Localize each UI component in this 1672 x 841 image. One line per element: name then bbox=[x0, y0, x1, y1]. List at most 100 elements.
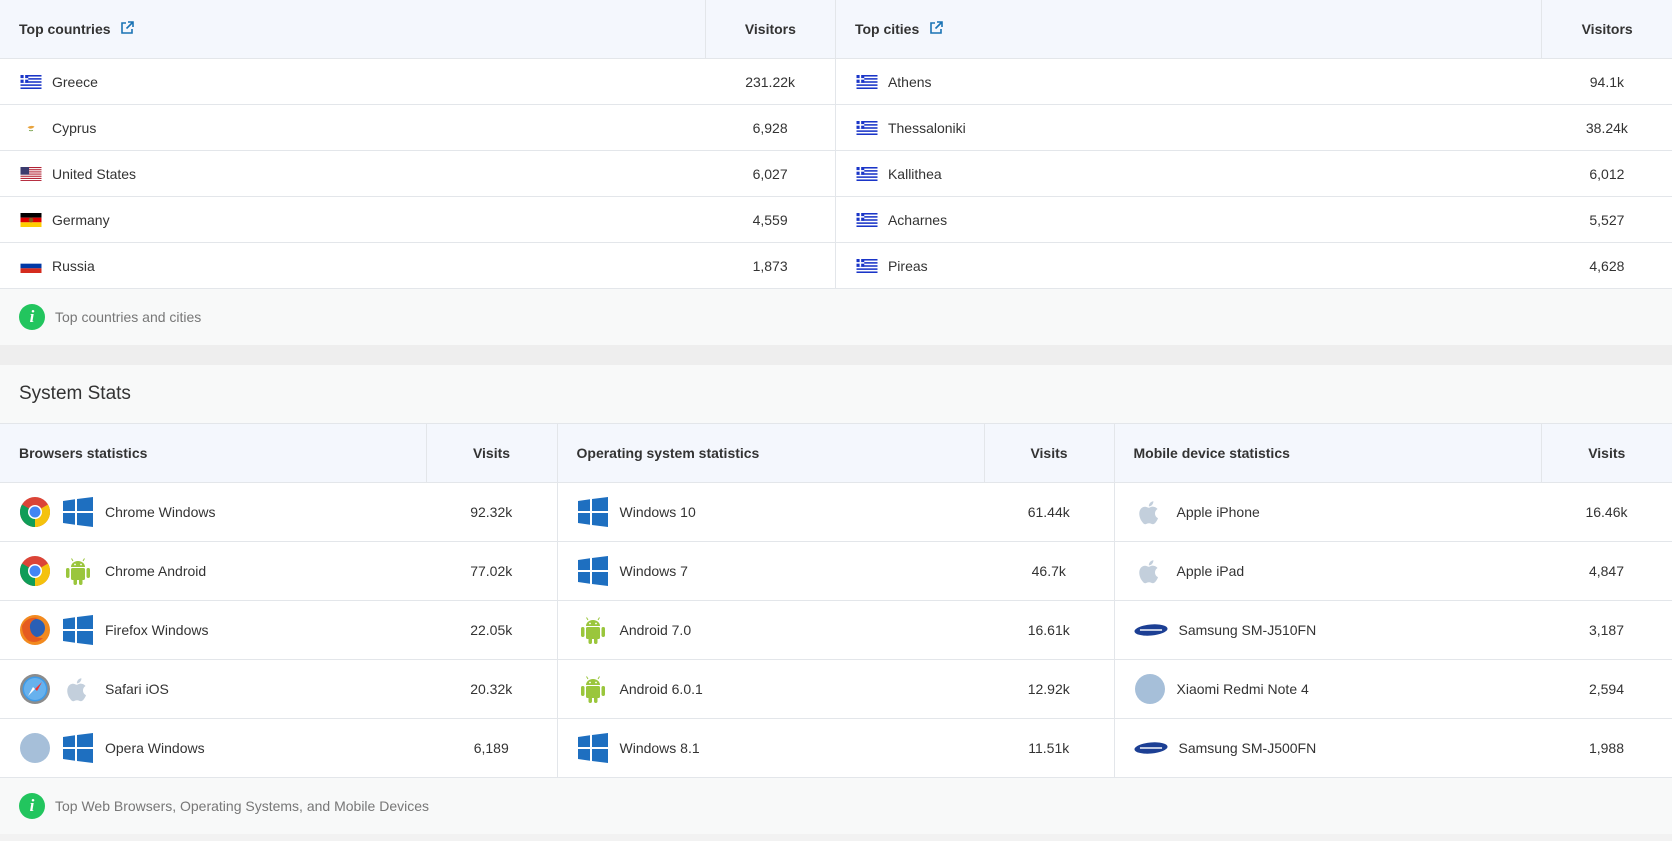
os-visits: 16.61k bbox=[984, 600, 1114, 660]
os-name: Windows 10 bbox=[619, 504, 696, 520]
devices-visits-header: Visits bbox=[1540, 424, 1672, 483]
browser-cell: Chrome Windows bbox=[0, 482, 426, 542]
android-icon bbox=[577, 614, 609, 646]
device-cell: Samsung SM-J500FN bbox=[1113, 718, 1541, 778]
table-row: Russia 1,873 Pireas 4,628 bbox=[0, 242, 1672, 289]
samsung-logo-icon bbox=[1133, 624, 1168, 636]
table-row: Greece 231.22k Athens 94.1k bbox=[0, 58, 1672, 105]
device-visits: 3,187 bbox=[1541, 600, 1672, 660]
geo-info-bar: i Top countries and cities bbox=[0, 289, 1672, 345]
geo-panel: Top countries Visitors Top cities Visito… bbox=[0, 0, 1672, 345]
windows-icon bbox=[62, 614, 94, 646]
device-visits: 4,847 bbox=[1541, 541, 1672, 601]
device-visits: 1,988 bbox=[1541, 718, 1672, 778]
windows-icon bbox=[577, 555, 609, 587]
system-stats-panel: System Stats Browsers statistics Visits … bbox=[0, 365, 1672, 834]
city-cell: Thessaloniki bbox=[834, 104, 1542, 151]
usa-flag-icon bbox=[20, 166, 42, 181]
table-row: Firefox Windows 22.05k Android 7.0 16.61… bbox=[0, 600, 1672, 660]
table-row: Germany 4,559 Acharnes 5,527 bbox=[0, 196, 1672, 243]
apple-icon bbox=[62, 673, 94, 705]
section-title: System Stats bbox=[0, 365, 1672, 424]
device-name: Samsung SM-J500FN bbox=[1178, 740, 1317, 756]
windows-icon bbox=[577, 732, 609, 764]
city-visitors: 6,012 bbox=[1541, 150, 1672, 197]
android-icon bbox=[62, 555, 94, 587]
greece-flag-icon bbox=[855, 121, 879, 135]
info-icon: i bbox=[19, 304, 45, 330]
browsers-visits-header: Visits bbox=[425, 424, 557, 483]
external-link-icon[interactable] bbox=[120, 21, 135, 35]
city-cell: Pireas bbox=[834, 242, 1542, 289]
cyprus-flag-icon bbox=[20, 120, 42, 135]
country-name: Cyprus bbox=[52, 119, 97, 136]
city-name: Thessaloniki bbox=[887, 119, 966, 136]
country-visitors: 231.22k bbox=[705, 58, 836, 105]
chrome-icon bbox=[19, 496, 51, 528]
country-visitors: 6,928 bbox=[705, 104, 836, 151]
windows-icon bbox=[62, 496, 94, 528]
samsung-logo-icon bbox=[1133, 742, 1168, 754]
russia-flag-icon bbox=[20, 258, 42, 273]
country-visitors: 4,559 bbox=[705, 196, 836, 243]
browser-visits: 77.02k bbox=[426, 541, 557, 601]
windows-icon bbox=[62, 732, 94, 764]
country-visitors: 6,027 bbox=[705, 150, 836, 197]
country-name: Russia bbox=[52, 257, 95, 274]
external-link-icon[interactable] bbox=[929, 21, 943, 35]
device-cell: Apple iPad bbox=[1113, 541, 1541, 601]
country-name: Germany bbox=[52, 211, 110, 228]
device-name: Apple iPhone bbox=[1176, 504, 1260, 520]
browsers-header: Browsers statistics bbox=[0, 424, 426, 483]
browser-name: Chrome Android bbox=[105, 563, 207, 579]
os-header: Operating system statistics bbox=[556, 424, 984, 483]
os-name: Android 7.0 bbox=[619, 622, 692, 638]
browser-visits: 20.32k bbox=[426, 659, 557, 719]
greece-flag-icon bbox=[855, 213, 879, 227]
placeholder-circle-icon bbox=[20, 733, 50, 763]
apple-icon bbox=[1134, 555, 1166, 587]
country-visitors: 1,873 bbox=[705, 242, 836, 289]
device-visits: 16.46k bbox=[1541, 482, 1672, 542]
country-cell: Germany bbox=[0, 196, 706, 243]
browser-visits: 92.32k bbox=[426, 482, 557, 542]
greece-flag-icon bbox=[855, 259, 879, 273]
country-name: United States bbox=[52, 165, 137, 182]
city-visitors: 94.1k bbox=[1541, 58, 1672, 105]
city-cell: Athens bbox=[834, 58, 1542, 105]
country-cell: Greece bbox=[0, 58, 706, 105]
country-name: Greece bbox=[52, 73, 98, 90]
city-cell: Kallithea bbox=[834, 150, 1542, 197]
table-row: United States 6,027 Kallithea 6,012 bbox=[0, 150, 1672, 197]
browser-name: Firefox Windows bbox=[105, 622, 209, 638]
city-name: Acharnes bbox=[887, 211, 948, 228]
os-cell: Android 7.0 bbox=[556, 600, 984, 660]
os-cell: Windows 8.1 bbox=[556, 718, 984, 778]
city-cell: Acharnes bbox=[834, 196, 1542, 243]
windows-icon bbox=[577, 496, 609, 528]
city-visitors: 4,628 bbox=[1541, 242, 1672, 289]
table-row: Opera Windows 6,189 Windows 8.1 11.51k S… bbox=[0, 718, 1672, 778]
os-visits-header: Visits bbox=[983, 424, 1114, 483]
browser-cell: Firefox Windows bbox=[0, 600, 426, 660]
city-name: Athens bbox=[887, 73, 932, 90]
browser-name: Opera Windows bbox=[105, 740, 205, 756]
city-visitors: 38.24k bbox=[1541, 104, 1672, 151]
firefox-icon bbox=[19, 614, 51, 646]
cities-header-label: Top cities bbox=[854, 21, 920, 37]
android-icon bbox=[577, 673, 609, 705]
device-cell: Apple iPhone bbox=[1113, 482, 1541, 542]
system-info-bar: i Top Web Browsers, Operating Systems, a… bbox=[0, 778, 1672, 834]
country-cell: Cyprus bbox=[0, 104, 706, 151]
device-cell: Samsung SM-J510FN bbox=[1113, 600, 1541, 660]
greece-flag-icon bbox=[855, 167, 879, 181]
table-row: Chrome Windows 92.32k Windows 10 61.44k … bbox=[0, 482, 1672, 542]
devices-header: Mobile device statistics bbox=[1113, 424, 1541, 483]
section-divider bbox=[0, 345, 1672, 365]
cities-visitors-header: Visitors bbox=[1541, 0, 1672, 59]
browser-cell: Safari iOS bbox=[0, 659, 426, 719]
safari-icon bbox=[19, 673, 51, 705]
greece-flag-icon bbox=[19, 75, 43, 89]
os-visits: 46.7k bbox=[984, 541, 1114, 601]
browser-name: Chrome Windows bbox=[105, 504, 216, 520]
